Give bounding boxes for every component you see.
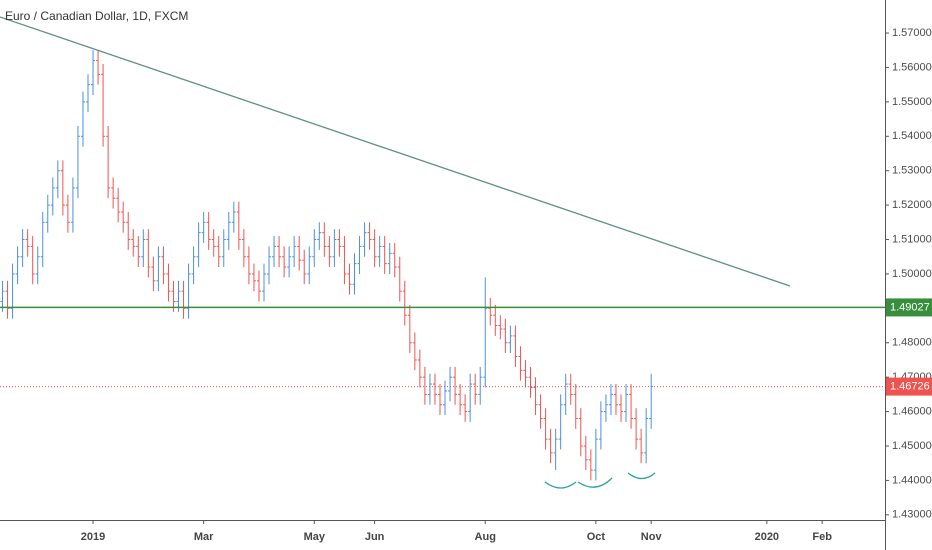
y-tick-label: 1.53000 (892, 165, 932, 177)
pattern-arcs (544, 472, 656, 489)
y-tick-label: 1.43000 (892, 509, 932, 521)
x-tick-label: Jun (365, 531, 385, 543)
y-tick-label: 1.54000 (892, 130, 932, 142)
y-tick-label: 1.52000 (892, 199, 932, 211)
price-tag (886, 377, 932, 396)
y-tick-label: 1.46000 (892, 406, 932, 418)
chart-title: Euro / Canadian Dollar, 1D, FXCM (5, 9, 188, 23)
y-tick-label: 1.56000 (892, 61, 932, 73)
plot-area (0, 50, 654, 481)
y-tick-label: 1.50000 (892, 268, 932, 280)
x-tick-label: 2019 (81, 531, 105, 543)
price-tag (886, 298, 932, 317)
y-tick-label: 1.51000 (892, 233, 932, 245)
y-tick-label: 1.55000 (892, 96, 932, 108)
y-tick-label: 1.44000 (892, 474, 932, 486)
x-tick-label: May (304, 531, 326, 543)
x-tick-label: Oct (587, 531, 606, 543)
trend-line (0, 16, 791, 287)
y-tick-label: 1.57000 (892, 27, 932, 39)
y-tick-label: 1.45000 (892, 440, 932, 452)
x-tick-label: Aug (475, 531, 496, 543)
x-tick-label: Nov (641, 531, 663, 543)
price-tag-label: 1.49027 (890, 301, 930, 313)
price-tag-label: 1.46726 (890, 381, 930, 393)
x-tick-label: Feb (812, 531, 832, 543)
y-tick-label: 1.48000 (892, 337, 932, 349)
x-tick-label: Mar (194, 531, 214, 543)
x-tick-label: 2020 (755, 531, 779, 543)
